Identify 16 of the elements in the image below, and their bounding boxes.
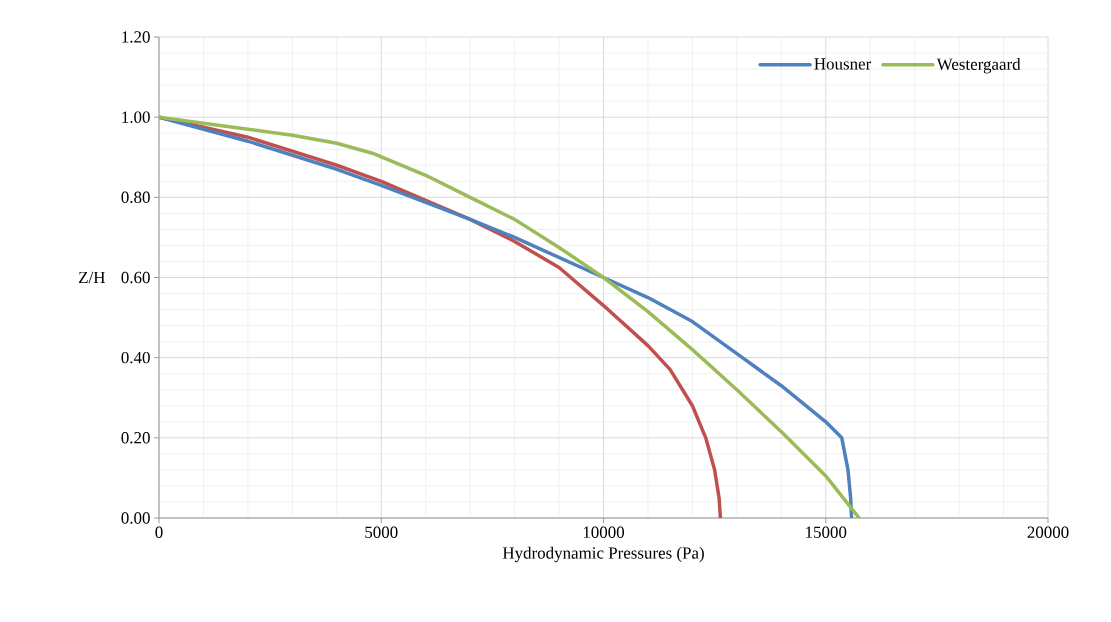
y-tick-label: 0.80 bbox=[121, 191, 150, 204]
y-tick-label: 0.20 bbox=[121, 432, 150, 444]
y-tick-label: 1.00 bbox=[122, 111, 150, 123]
x-tick-label: 15000 bbox=[806, 526, 847, 538]
x-axis-title: Hydrodynamic Pressures (Pa) bbox=[502, 546, 704, 563]
x-tick-label: 0 bbox=[155, 526, 163, 538]
y-axis-title: Z/H bbox=[79, 271, 105, 284]
x-tick-label: 5000 bbox=[365, 526, 398, 538]
x-tick-label: 20000 bbox=[1027, 526, 1069, 538]
legend-label: Housner bbox=[814, 58, 872, 70]
y-tick-label: 0.40 bbox=[121, 351, 150, 364]
y-tick-label: 0.00 bbox=[121, 512, 150, 524]
x-tick-label: 10000 bbox=[583, 526, 625, 538]
y-tick-label: 1.20 bbox=[122, 31, 150, 43]
y-tick-label: 0.60 bbox=[121, 271, 150, 284]
legend-label: Westergaard bbox=[936, 58, 1021, 74]
